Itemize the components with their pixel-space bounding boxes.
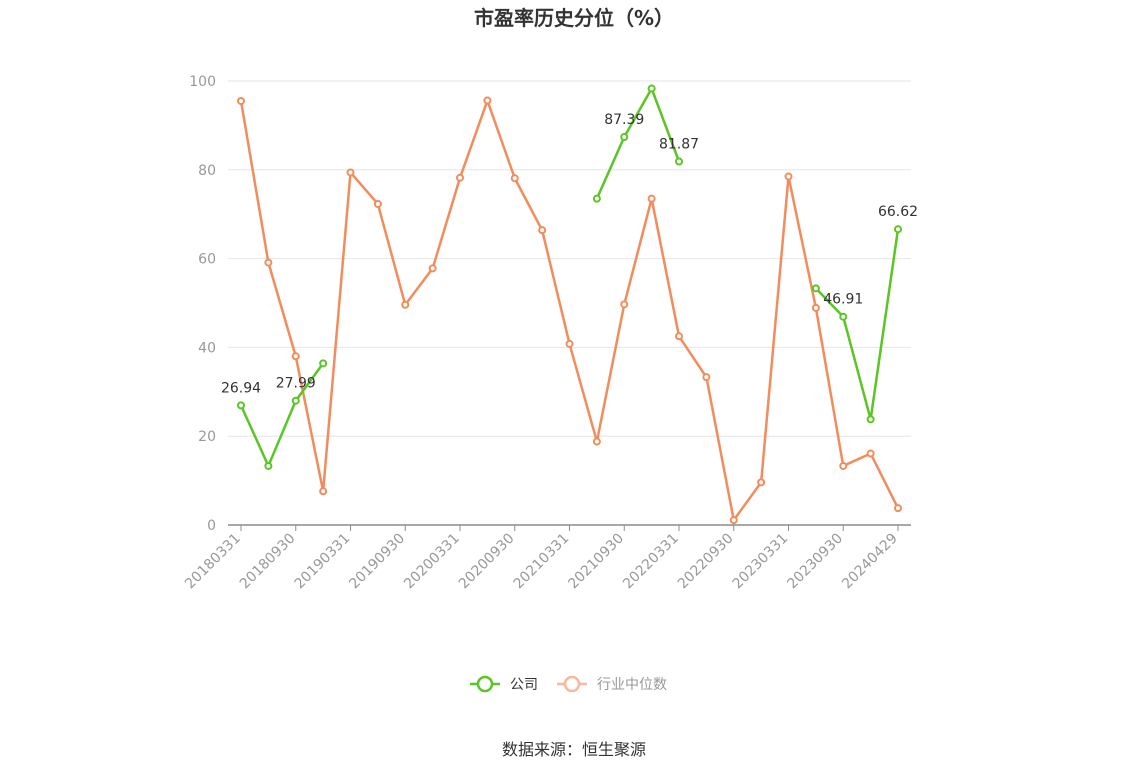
data-point[interactable] <box>510 174 519 183</box>
chart-title: 市盈率历史分位（%） <box>474 6 674 30</box>
legend-label: 公司 <box>510 677 538 693</box>
series-company <box>237 84 902 470</box>
data-point[interactable] <box>784 172 793 181</box>
y-axis: 0 20 40 60 80 100 <box>189 74 216 534</box>
data-label: 26.94 <box>221 380 261 396</box>
data-point[interactable] <box>319 487 328 496</box>
x-tick-label: 20180331 <box>182 531 244 593</box>
data-point[interactable] <box>894 225 902 234</box>
data-point[interactable] <box>675 332 683 341</box>
y-tick-label: 0 <box>207 518 216 534</box>
data-point[interactable] <box>866 449 875 458</box>
series-line <box>239 99 900 522</box>
legend-item-company[interactable]: 公司 <box>470 675 538 693</box>
data-point[interactable] <box>456 173 464 182</box>
x-tick-label: 20200930 <box>456 531 518 593</box>
data-point[interactable] <box>811 303 820 312</box>
x-tick-label: 20200331 <box>401 531 463 593</box>
data-point[interactable] <box>237 401 245 410</box>
y-tick-label: 20 <box>198 429 216 445</box>
data-point[interactable] <box>647 194 656 203</box>
grid-lines <box>228 80 911 437</box>
data-point[interactable] <box>620 300 629 309</box>
legend-marker-icon <box>476 675 494 693</box>
x-tick-label: 20190331 <box>292 531 354 593</box>
data-point[interactable] <box>264 258 273 267</box>
data-point[interactable] <box>729 516 738 525</box>
data-point[interactable] <box>702 373 711 382</box>
data-point[interactable] <box>346 168 355 177</box>
x-tick-label: 20230930 <box>784 531 846 593</box>
data-point[interactable] <box>894 504 902 513</box>
data-point[interactable] <box>866 415 875 424</box>
x-axis: 2018033120180930201903312019093020200331… <box>182 524 911 593</box>
data-point[interactable] <box>237 96 245 105</box>
legend-item-industry-median[interactable]: 行业中位数 <box>557 675 667 693</box>
x-tick-label: 20210930 <box>565 531 627 593</box>
x-tick-label: 20210331 <box>511 531 573 593</box>
data-point[interactable] <box>373 199 382 208</box>
series-layer <box>237 84 902 525</box>
data-point[interactable] <box>291 352 300 361</box>
series-line <box>239 87 900 468</box>
x-tick-label: 20190930 <box>346 531 408 593</box>
series-industry-median <box>237 96 902 525</box>
data-label: 66.62 <box>878 204 918 220</box>
data-point[interactable] <box>538 226 547 235</box>
data-point[interactable] <box>291 396 300 405</box>
y-tick-label: 60 <box>198 252 216 268</box>
x-tick-label: 20180930 <box>237 531 299 593</box>
data-point[interactable] <box>592 194 601 203</box>
data-point[interactable] <box>839 312 848 321</box>
y-tick-label: 80 <box>198 163 216 179</box>
data-point[interactable] <box>620 132 629 141</box>
data-labels: 26.94 27.99 87.39 81.87 46.91 66.62 <box>221 112 918 396</box>
data-point[interactable] <box>264 461 273 470</box>
data-point[interactable] <box>647 84 656 93</box>
legend-marker-icon <box>563 675 581 693</box>
data-point[interactable] <box>811 284 820 293</box>
data-point[interactable] <box>565 339 574 348</box>
y-tick-label: 40 <box>198 340 216 356</box>
legend-label: 行业中位数 <box>597 677 667 693</box>
x-tick-label: 20230331 <box>730 531 792 593</box>
data-point[interactable] <box>319 359 328 368</box>
legend[interactable]: 公司 行业中位数 <box>470 675 667 693</box>
data-point[interactable] <box>839 461 848 470</box>
y-tick-label: 100 <box>189 74 216 90</box>
data-label: 81.87 <box>659 136 699 152</box>
x-tick-label: 20240429 <box>839 531 901 593</box>
data-label: 87.39 <box>604 112 644 128</box>
data-point[interactable] <box>428 264 437 273</box>
x-tick-label: 20220930 <box>675 531 737 593</box>
data-label: 27.99 <box>276 376 316 392</box>
data-point[interactable] <box>401 300 410 309</box>
x-tick-label: 20220331 <box>620 531 682 593</box>
data-point[interactable] <box>675 157 683 166</box>
data-point[interactable] <box>757 478 766 487</box>
data-label: 46.91 <box>823 292 863 308</box>
data-point[interactable] <box>592 437 601 446</box>
data-point[interactable] <box>483 96 492 105</box>
source-note: 数据来源：恒生聚源 <box>502 740 646 759</box>
